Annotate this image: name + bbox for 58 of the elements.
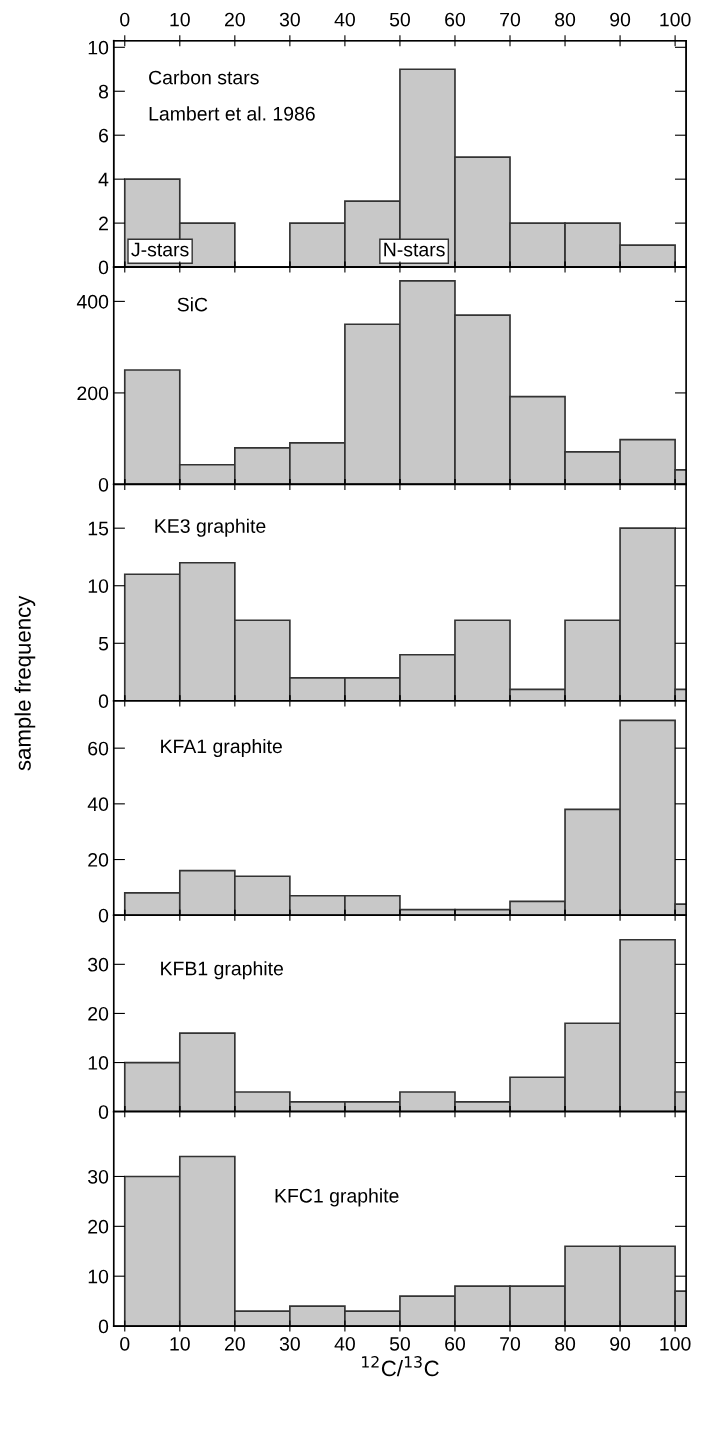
x-tick-label: 80 xyxy=(555,1336,576,1351)
annotation: Lambert et al. 1986 xyxy=(149,106,315,121)
y-tick-label: 200 xyxy=(77,386,109,401)
x-tick-label: 20 xyxy=(225,1336,245,1351)
y-tick-label: 0 xyxy=(98,1105,109,1119)
annotation: KFB1 graphite xyxy=(161,961,283,980)
x2-tick-label: 50 xyxy=(389,12,410,27)
y-tick-label: 0 xyxy=(98,1319,109,1334)
y-tick-label: 4 xyxy=(98,172,109,187)
x-tick-label: 50 xyxy=(389,1336,410,1351)
y-tick-label: 20 xyxy=(88,1006,109,1021)
annotation: KE3 graphite xyxy=(155,518,266,537)
y-tick-label: 0 xyxy=(98,694,109,709)
x-tick-label: 30 xyxy=(279,1336,300,1351)
y-tick-label: 400 xyxy=(76,294,109,309)
x2-tick-label: 100 xyxy=(660,12,691,27)
x-tick-label: 0 xyxy=(120,1336,130,1351)
x2-tick-label: 60 xyxy=(445,12,466,27)
x-axis-title: $^{12}$C/$^{13}$C xyxy=(362,1356,439,1377)
x2-tick-label: 30 xyxy=(279,12,300,27)
y-tick-label: 20 xyxy=(88,1219,109,1234)
y-tick-label: 40 xyxy=(87,797,109,812)
y-tick-label: 0 xyxy=(98,477,109,492)
y-tick-label: 6 xyxy=(99,128,109,143)
x2-tick-label: 90 xyxy=(610,12,631,27)
y-tick-label: 15 xyxy=(88,521,109,536)
y-tick-label: 2 xyxy=(99,216,108,231)
x-tick-label: 10 xyxy=(170,1336,190,1351)
annotation: KFC1 graphite xyxy=(275,1188,399,1207)
x2-tick-label: 20 xyxy=(225,12,245,27)
y-axis-title: sample frequency xyxy=(14,595,36,771)
annotation: Carbon stars xyxy=(149,70,259,85)
y-tick-label: 10 xyxy=(88,1056,109,1070)
y-tick-label: 10 xyxy=(88,1269,109,1284)
annotation: KFA1 graphite xyxy=(161,738,282,758)
y-tick-label: 10 xyxy=(88,579,109,593)
y-tick-label: 30 xyxy=(88,1169,109,1184)
annotation: J-stars xyxy=(131,242,189,257)
x2-tick-label: 10 xyxy=(170,12,190,27)
y-tick-label: 60 xyxy=(88,741,109,756)
y-tick-label: 30 xyxy=(88,957,109,972)
y-tick-label: 8 xyxy=(98,84,109,99)
x2-tick-label: 80 xyxy=(555,12,576,27)
x2-tick-label: 40 xyxy=(334,12,355,27)
y-tick-label: 0 xyxy=(98,260,109,275)
x-tick-label: 90 xyxy=(610,1336,631,1351)
x-tick-label: 60 xyxy=(445,1336,466,1351)
x-tick-label: 100 xyxy=(660,1336,691,1351)
annotation: N-stars xyxy=(384,242,445,257)
x2-tick-label: 70 xyxy=(500,12,521,27)
x-tick-label: 70 xyxy=(500,1336,521,1351)
y-tick-label: 20 xyxy=(88,853,109,867)
x2-tick-label: 0 xyxy=(120,12,130,27)
y-tick-label: 5 xyxy=(98,636,109,651)
y-tick-label: 0 xyxy=(98,908,109,923)
annotation: SiC xyxy=(177,297,208,312)
y-tick-label: 10 xyxy=(88,40,109,55)
x-tick-label: 40 xyxy=(334,1336,355,1351)
